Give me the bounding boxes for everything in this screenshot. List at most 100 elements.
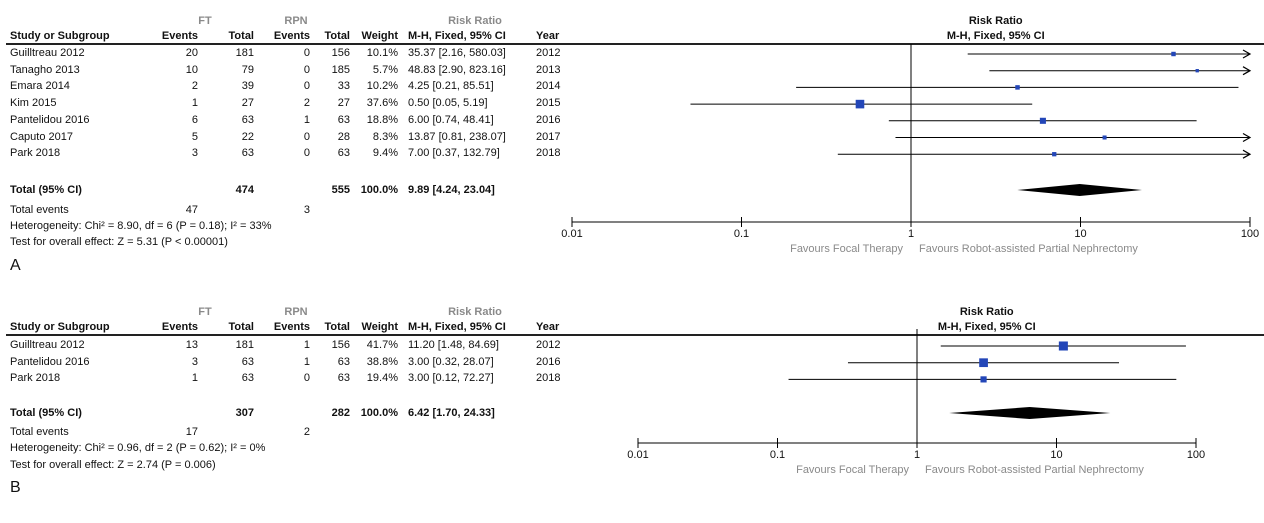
weight: 9.4% — [372, 147, 398, 160]
ft-total: 79 — [241, 63, 254, 76]
point-estimate-marker — [1195, 69, 1199, 73]
rpn-events: 1 — [303, 355, 310, 368]
ft-total: 63 — [241, 113, 254, 126]
panel-label: A — [10, 257, 21, 274]
rpn-total: 63 — [337, 147, 350, 160]
total-events-rpn: 2 — [303, 426, 310, 438]
rpn-total: 27 — [337, 97, 350, 110]
rpn-events: 1 — [303, 339, 310, 351]
group-header-ft: FT — [198, 306, 212, 318]
total-events-ft: 47 — [185, 204, 198, 216]
study-year: 2013 — [536, 63, 561, 76]
overall-effect-text: Test for overall effect: Z = 5.31 (P < 0… — [10, 236, 228, 248]
weight: 18.8% — [366, 113, 398, 126]
ci-text: 6.00 [0.74, 48.41] — [408, 113, 494, 126]
study-name: Park 2018 — [10, 147, 61, 160]
weight: 37.6% — [366, 97, 398, 110]
x-tick-label: 10 — [1050, 449, 1063, 461]
study-name: Pantelidou 2016 — [10, 355, 90, 368]
rpn-events: 0 — [303, 63, 310, 76]
point-estimate-marker — [855, 99, 865, 109]
group-header-ft: FT — [198, 15, 212, 27]
ft-events: 10 — [185, 63, 198, 76]
ft-events: 1 — [191, 97, 198, 110]
ft-events: 20 — [185, 47, 198, 59]
x-tick-label: 1 — [913, 449, 921, 461]
rr-header: Risk Ratio — [448, 15, 502, 27]
study-year: 2018 — [536, 147, 561, 160]
forest-plot-svg — [571, 44, 1252, 227]
study-year: 2018 — [536, 372, 561, 385]
weight: 5.7% — [372, 63, 398, 76]
ft-total: 63 — [241, 372, 254, 385]
ft-total: 63 — [241, 355, 254, 368]
rpn-total: 63 — [337, 372, 350, 385]
rpn-total: 28 — [337, 130, 350, 143]
col-rpn-total: Total — [324, 321, 350, 333]
x-tick-label: 100 — [1186, 449, 1206, 461]
ci-text: 3.00 [0.12, 72.27] — [408, 372, 494, 385]
rpn-total: 185 — [331, 63, 350, 76]
ci-arrow — [1242, 149, 1252, 159]
total-events-ft: 17 — [185, 426, 198, 438]
total-weight: 100.0% — [360, 184, 398, 196]
rpn-total: 63 — [337, 355, 350, 368]
study-name: Caputo 2017 — [10, 130, 73, 143]
study-name: Emara 2014 — [10, 80, 70, 93]
point-estimate-marker — [1058, 341, 1068, 351]
point-estimate-marker — [979, 358, 988, 368]
col-rr-method: M-H, Fixed, 95% CI — [408, 321, 506, 333]
pooled-diamond — [949, 407, 1111, 419]
col-ft-events: Events — [161, 30, 198, 42]
col-weight: Weight — [361, 30, 398, 42]
ft-total: 63 — [241, 147, 254, 160]
ft-total: 27 — [241, 97, 254, 110]
pooled-diamond — [1017, 184, 1142, 196]
col-study: Study or Subgroup — [10, 30, 110, 42]
rpn-events: 2 — [303, 97, 310, 110]
group-header-rpn: RPN — [284, 15, 308, 27]
study-name: Guilltreau 2012 — [10, 339, 85, 351]
rpn-total: 33 — [337, 80, 350, 93]
header-underline — [6, 43, 1264, 45]
x-tick-label: 0.01 — [627, 449, 649, 461]
plot-title: Risk Ratio — [968, 15, 1023, 27]
col-study: Study or Subgroup — [10, 321, 110, 333]
ft-events: 3 — [191, 147, 198, 160]
ci-text: 13.87 [0.81, 238.07] — [408, 130, 506, 143]
study-name: Park 2018 — [10, 372, 61, 385]
x-tick-label: 10 — [1074, 228, 1087, 240]
col-ft-total: Total — [228, 321, 254, 333]
col-rpn-total: Total — [324, 30, 350, 42]
study-year: 2012 — [536, 339, 561, 351]
favours-left-label: Favours Focal Therapy — [796, 464, 909, 476]
study-year: 2012 — [536, 47, 561, 59]
plot-method: M-H, Fixed, 95% CI — [937, 321, 1036, 333]
panel-label: B — [10, 479, 21, 496]
plot-method: M-H, Fixed, 95% CI — [946, 30, 1045, 42]
study-year: 2016 — [536, 355, 561, 368]
col-year: Year — [536, 30, 560, 42]
ft-events: 1 — [191, 372, 198, 385]
total-ci-text: 9.89 [4.24, 23.04] — [408, 184, 495, 196]
rpn-events: 0 — [303, 372, 310, 385]
weight: 19.4% — [366, 372, 398, 385]
ft-total: 181 — [235, 339, 254, 351]
total-ci-text: 6.42 [1.70, 24.33] — [408, 407, 495, 419]
ft-events: 6 — [191, 113, 198, 126]
rpn-total: 63 — [337, 113, 350, 126]
ci-text: 3.00 [0.32, 28.07] — [408, 355, 494, 368]
favours-right-label: Favours Robot-assisted Partial Nephrecto… — [919, 243, 1138, 255]
col-ft-total: Total — [228, 30, 254, 42]
plot-title: Risk Ratio — [959, 306, 1014, 318]
point-estimate-marker — [1052, 152, 1057, 157]
weight: 10.1% — [366, 47, 398, 59]
point-estimate-marker — [1015, 85, 1020, 90]
ci-text: 0.50 [0.05, 5.19] — [408, 97, 488, 110]
total-label: Total (95% CI) — [10, 407, 82, 419]
ft-events: 3 — [191, 355, 198, 368]
weight: 10.2% — [366, 80, 398, 93]
ci-text: 11.20 [1.48, 84.69] — [408, 339, 499, 351]
header-underline — [6, 334, 1264, 336]
x-tick-label: 0.1 — [733, 228, 750, 240]
